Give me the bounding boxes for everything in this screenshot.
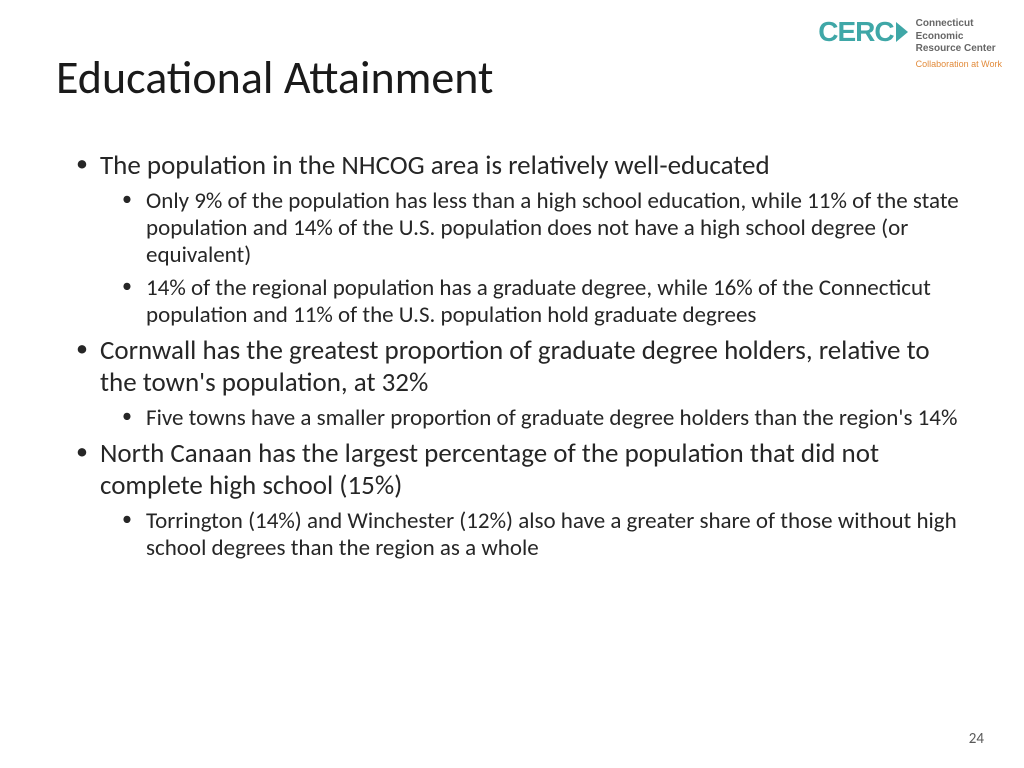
- slide-title: Educational Attainment: [56, 50, 493, 106]
- logo-line3: Resource Center: [916, 43, 1002, 56]
- bullet-list-level1: The population in the NHCOG area is rela…: [70, 150, 964, 562]
- logo-brand-text: CERC: [818, 18, 893, 46]
- logo-subtext: Connecticut Economic Resource Center Col…: [916, 18, 1002, 70]
- bullet-item: North Canaan has the largest percentage …: [70, 438, 964, 562]
- cerc-logo: CERC: [818, 18, 907, 46]
- sub-bullet-item: 14% of the regional population has a gra…: [116, 275, 964, 329]
- logo-tagline: Collaboration at Work: [916, 59, 1002, 70]
- arrow-right-icon: [896, 22, 908, 42]
- bullet-item: The population in the NHCOG area is rela…: [70, 150, 964, 329]
- sub-bullet-item: Only 9% of the population has less than …: [116, 188, 964, 269]
- bullet-list-level2: Torrington (14%) and Winchester (12%) al…: [100, 508, 964, 562]
- bullet-text: The population in the NHCOG area is rela…: [100, 149, 770, 182]
- slide-content: The population in the NHCOG area is rela…: [70, 150, 964, 568]
- logo-line2: Economic: [916, 31, 1002, 44]
- bullet-list-level2: Five towns have a smaller proportion of …: [100, 405, 964, 432]
- bullet-list-level2: Only 9% of the population has less than …: [100, 188, 964, 330]
- sub-bullet-item: Five towns have a smaller proportion of …: [116, 405, 964, 432]
- bullet-text: North Canaan has the largest percentage …: [100, 437, 879, 502]
- logo-area: CERC Connecticut Economic Resource Cente…: [818, 18, 1002, 70]
- logo-line1: Connecticut: [916, 18, 1002, 31]
- bullet-text: Cornwall has the greatest proportion of …: [100, 334, 930, 399]
- sub-bullet-item: Torrington (14%) and Winchester (12%) al…: [116, 508, 964, 562]
- page-number: 24: [969, 730, 984, 748]
- bullet-item: Cornwall has the greatest proportion of …: [70, 335, 964, 432]
